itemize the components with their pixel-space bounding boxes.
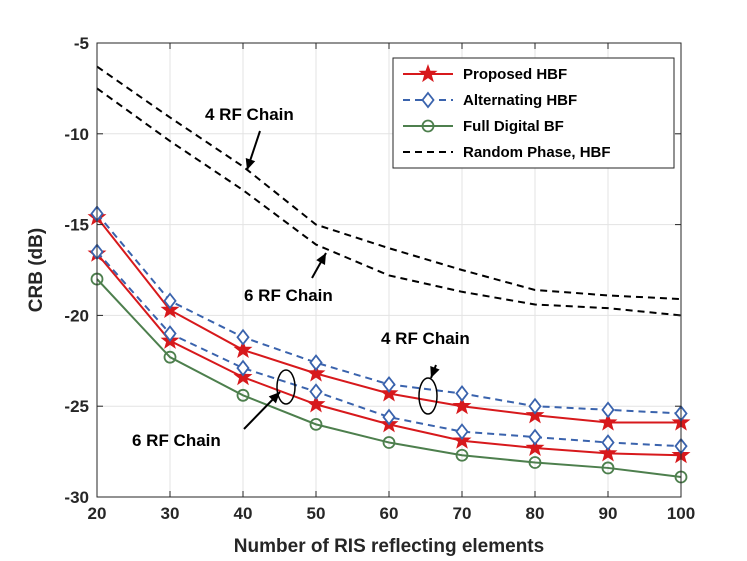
circle-marker: [455, 448, 469, 462]
diamond-marker: [382, 408, 396, 426]
diamond-marker: [309, 383, 323, 401]
series-group-ellipse: [418, 377, 438, 415]
legend-entry: Proposed HBF: [403, 64, 567, 83]
star-marker: [306, 394, 326, 413]
star-marker: [306, 363, 326, 382]
diamond-marker: [163, 292, 177, 310]
y-tick-label: -25: [64, 397, 89, 416]
diamond-marker: [601, 401, 615, 419]
diamond-marker: [601, 434, 615, 451]
legend-label: Proposed HBF: [463, 66, 567, 83]
legend-entry: Random Phase, HBF: [403, 144, 611, 161]
series-line: [96, 87, 682, 317]
arrow-head: [268, 392, 280, 404]
annotation-label: 6 RF Chain: [132, 431, 221, 450]
diamond-marker: [421, 91, 435, 109]
series-alternating-hbf-6-rf-chain: [90, 243, 688, 455]
circle-marker: [236, 388, 250, 402]
annotation-label: 4 RF Chain: [381, 329, 470, 348]
legend-entry: Alternating HBF: [403, 91, 577, 109]
x-tick-label: 90: [599, 504, 618, 523]
arrow-head: [316, 253, 326, 266]
star-marker: [452, 396, 472, 415]
y-axis-label: CRB (dB): [26, 228, 47, 312]
y-tick-label: -5: [74, 34, 89, 53]
legend-label: Random Phase, HBF: [463, 144, 611, 161]
x-tick-label: 70: [453, 504, 472, 523]
star-marker: [525, 438, 545, 457]
x-tick-label: 80: [526, 504, 545, 523]
diamond-marker: [528, 428, 542, 446]
y-tick-label: -30: [64, 488, 89, 507]
diamond-marker: [455, 385, 469, 402]
x-tick-label: 100: [667, 504, 695, 523]
y-tick-label: -15: [64, 216, 89, 235]
arrow-head: [430, 365, 440, 378]
legend: Proposed HBF Alternating HBF Full Digital …: [392, 57, 675, 169]
annotation-label: 6 RF Chain: [244, 286, 333, 305]
x-tick-label: 60: [380, 504, 399, 523]
axis-ticks: 20 30 40 50 60 70 80 90 100 -5 -10 -15 -20 -25 -30: [64, 34, 695, 523]
x-tick-label: 40: [234, 504, 253, 523]
circle-marker: [528, 456, 542, 469]
x-tick-label: 50: [307, 504, 326, 523]
star-marker: [598, 412, 618, 431]
star-marker: [418, 64, 438, 83]
circle-marker: [382, 436, 396, 449]
diamond-marker: [236, 359, 250, 377]
series-random-phase-hbf-6-rf-chain: [96, 87, 682, 317]
star-marker: [598, 443, 618, 462]
diamond-marker: [382, 375, 396, 393]
diamond-marker: [236, 328, 250, 346]
series-alternating-hbf-4-rf-chain: [90, 205, 688, 422]
star-marker: [233, 339, 253, 358]
diamond-marker: [528, 397, 542, 415]
x-tick-label: 30: [161, 504, 180, 523]
legend-label: Full Digital BF: [463, 118, 564, 135]
circle-marker: [601, 461, 615, 475]
x-tick-label: 20: [88, 504, 107, 523]
series-line: [96, 251, 682, 448]
legend-box: [392, 57, 675, 169]
diamond-marker: [163, 325, 177, 343]
series-line: [96, 278, 682, 479]
annotation-label: 4 RF Chain: [205, 105, 294, 124]
x-axis-label: Number of RIS reflecting elements: [234, 536, 544, 557]
diamond-marker: [309, 354, 323, 372]
legend-entry: Full Digital BF: [403, 118, 564, 135]
legend-label: Alternating HBF: [463, 92, 577, 109]
y-tick-label: -20: [64, 306, 89, 325]
series-group-ellipse: [276, 369, 296, 405]
circle-marker: [309, 417, 323, 431]
diamond-marker: [455, 423, 469, 441]
series-layer: [87, 65, 691, 484]
annotations: 4 RF Chain 6 RF Chain 4 RF Chain 6 RF Chain: [132, 105, 470, 450]
circle-marker: [163, 350, 177, 364]
arrow-head: [245, 157, 256, 170]
circle-marker: [421, 119, 435, 133]
y-tick-label: -10: [64, 125, 89, 144]
